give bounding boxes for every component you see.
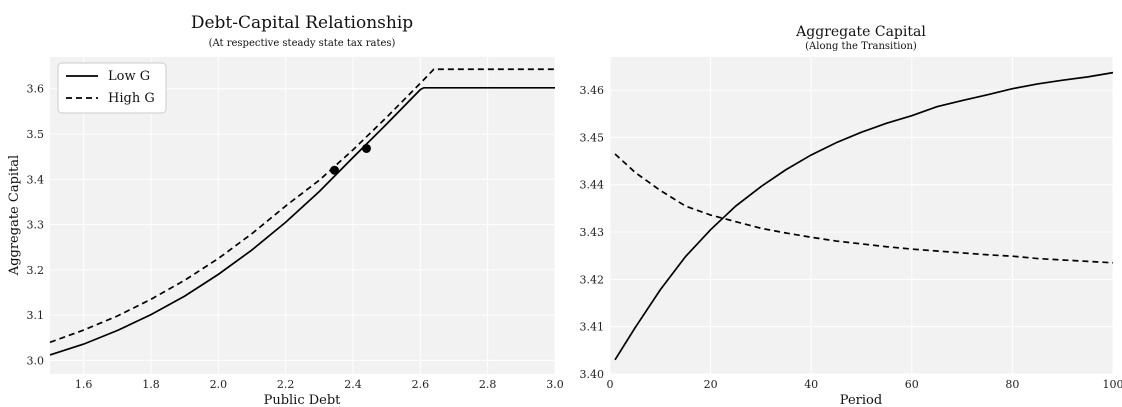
right-x-tick-label: 100 [1103,378,1122,391]
left-x-tick-label: 2.6 [412,378,430,391]
right-chart-subtitle: (Along the Transition) [805,41,917,52]
right-y-tick-label: 3.42 [580,273,605,286]
left-x-tick-label: 2.4 [344,378,362,391]
right-y-tick-label: 3.40 [580,368,605,381]
right-series-line-solid [614,71,1114,361]
left-x-tick-label: 3.0 [546,378,564,391]
right-y-tick-label: 3.45 [580,131,605,144]
right-plot-area [610,57,1113,374]
right-y-tick-label: 3.44 [580,179,605,192]
left-y-tick-label: 3.5 [27,128,45,141]
legend-label-low-g: Low G [108,69,150,84]
right-x-tick-label: 60 [905,378,919,391]
left-y-tick-label: 3.4 [27,173,45,186]
legend-label-high-g: High G [108,91,155,106]
left-chart-title: Debt-Capital Relationship [191,13,413,33]
left-steady-state-marker [329,165,339,175]
right-x-tick-label: 20 [704,378,718,391]
left-x-axis-label: Public Debt [264,393,342,407]
right-chart: 0 20 40 60 80 100 3.40 3.41 3.42 3.43 3.44 3.45 3.4… [580,24,1122,407]
left-series-line-solid [49,86,555,356]
right-y-tick-label: 3.41 [580,321,605,334]
right-y-tick-label: 3.43 [580,226,605,239]
left-x-tick-label: 1.8 [142,378,160,391]
left-y-tick-label: 3.6 [27,83,45,96]
left-y-tick-label: 3.2 [27,264,45,277]
left-x-tick-label: 1.6 [75,378,93,391]
left-y-axis-label: Aggregate Capital [7,155,22,276]
right-x-tick-label: 0 [607,378,614,391]
right-x-tick-label: 40 [804,378,818,391]
right-chart-title: Aggregate Capital [795,24,926,40]
right-y-tick-label: 3.46 [580,84,605,97]
left-y-tick-label: 3.3 [27,219,45,232]
left-chart: 1.6 1.8 2.0 2.2 2.4 2.6 2.8 3.0 3.0 3.1 3.2 3.3 3.4… [7,13,564,407]
left-x-tick-label: 2.2 [277,378,295,391]
left-y-tick-label: 3.0 [27,354,45,367]
left-x-tick-label: 2.0 [210,378,228,391]
left-chart-subtitle: (At respective steady state tax rates) [209,38,396,49]
right-x-axis-label: Period [840,393,882,407]
left-x-tick-label: 2.8 [479,378,497,391]
left-steady-state-marker [361,143,371,153]
legend: Low G High G [57,62,167,114]
right-x-tick-label: 80 [1005,378,1019,391]
left-y-tick-label: 3.1 [27,309,45,322]
